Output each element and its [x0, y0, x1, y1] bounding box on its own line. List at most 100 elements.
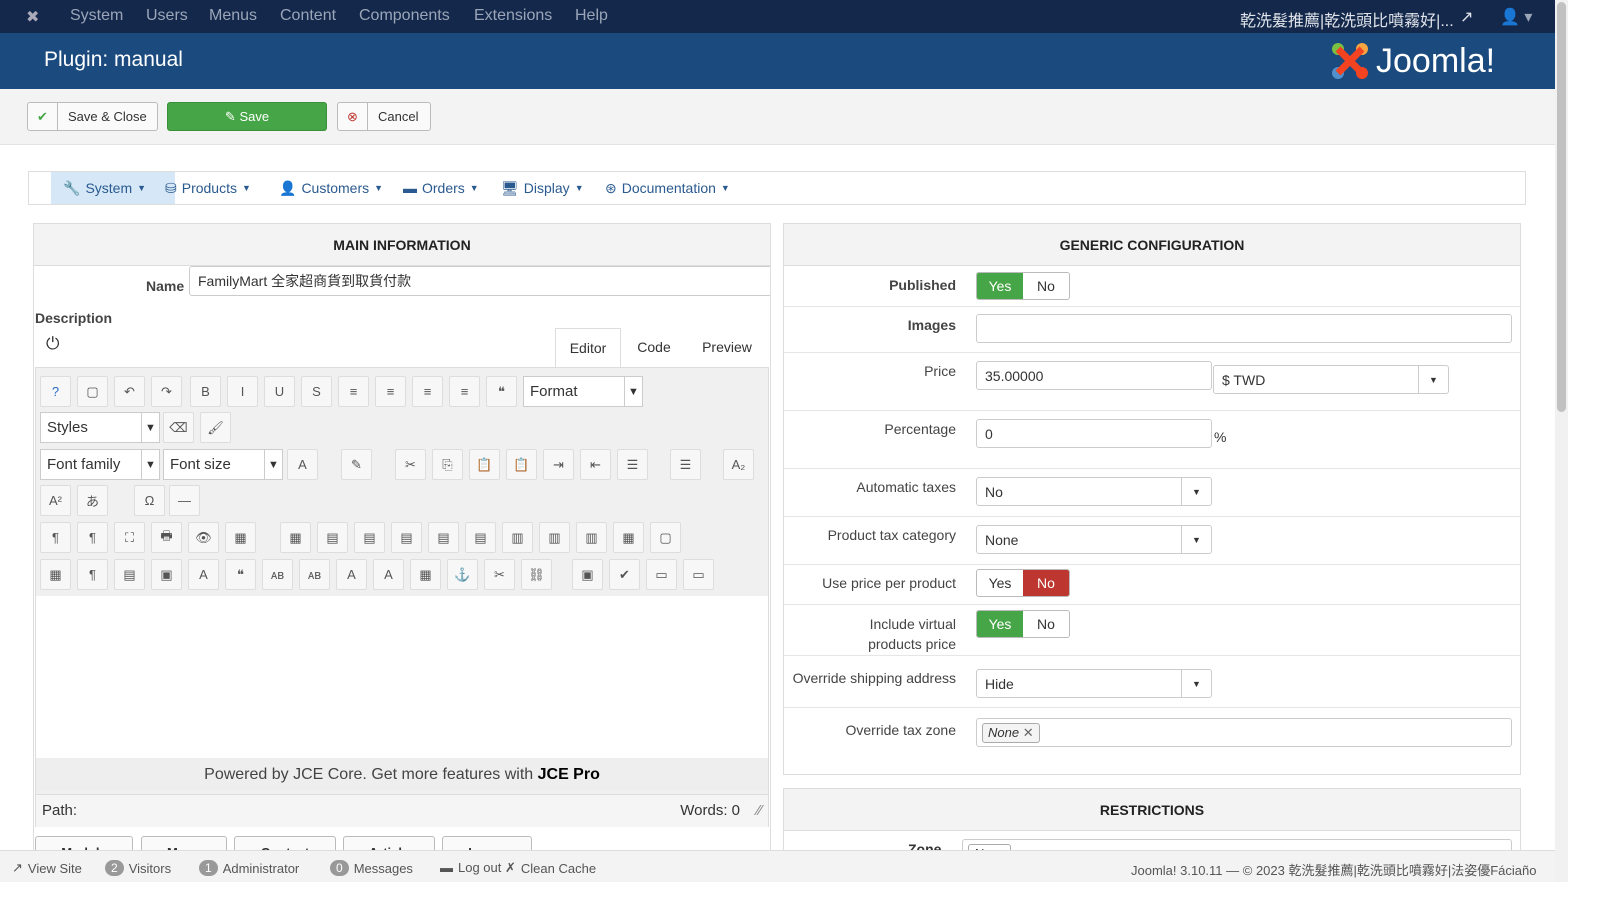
administrator-link[interactable]: 1 Administrator	[199, 860, 299, 876]
cell-props-icon[interactable]: ▤	[354, 522, 385, 553]
site-link[interactable]: 乾洗髮推薦|乾洗頭比噴霧好|...	[1240, 13, 1454, 30]
percentage-input[interactable]	[976, 419, 1212, 448]
power-toggle-icon[interactable]: ⏻	[46, 334, 60, 353]
ltr-icon[interactable]: ¶	[40, 522, 71, 553]
outdent-icon[interactable]: ⇤	[580, 449, 611, 480]
subnav-customers[interactable]: 👤 Customers ▼	[279, 179, 384, 197]
currency-select[interactable]: $ TWD ▼	[1213, 365, 1449, 394]
superscript-icon[interactable]: A²	[40, 485, 71, 516]
visitors-link[interactable]: 2 Visitors	[105, 860, 171, 876]
text-case-icon[interactable]: A	[373, 559, 404, 590]
bold-icon[interactable]: B	[190, 376, 221, 407]
menu-help[interactable]: Help	[575, 7, 608, 24]
paste-icon[interactable]: 📋	[469, 449, 500, 480]
split-cells-icon[interactable]: ▦	[613, 522, 644, 553]
copy-icon[interactable]: ⎘	[432, 449, 463, 480]
override-tax-zone-input[interactable]: None ✕	[976, 718, 1512, 747]
redo-icon[interactable]: ↷	[151, 376, 182, 407]
menu-system[interactable]: System	[70, 7, 124, 24]
delete-col-icon[interactable]: ▥	[576, 522, 607, 553]
align-center-icon[interactable]: ≡	[375, 376, 406, 407]
tab-code[interactable]: Code	[637, 339, 671, 355]
messages-link[interactable]: 0 Messages	[330, 860, 413, 876]
insert-col-before-icon[interactable]: ▥	[502, 522, 533, 553]
align-right-icon[interactable]: ≡	[449, 376, 480, 407]
save-close-button[interactable]: ✔ Save & Close	[27, 102, 158, 131]
blockquote-icon[interactable]: ❝	[486, 376, 517, 407]
italic-icon[interactable]: I	[227, 376, 258, 407]
editor-content-area[interactable]	[36, 596, 768, 758]
link-icon[interactable]: ⛓	[521, 559, 552, 590]
user-menu-icon[interactable]: 👤 ▾	[1500, 9, 1533, 26]
template-icon[interactable]: ▤	[114, 559, 145, 590]
strike-text-icon[interactable]: A	[336, 559, 367, 590]
visual-aid-icon[interactable]: ▦	[40, 559, 71, 590]
subnav-documentation[interactable]: ⊛ Documentation ▼	[605, 179, 730, 197]
resize-handle[interactable]: ⁄⁄	[756, 802, 762, 819]
subscript-icon[interactable]: A₂	[723, 449, 754, 480]
search-icon[interactable]: 👁	[188, 522, 219, 553]
tax-category-select[interactable]: None ▼	[976, 525, 1212, 554]
insert-row-before-icon[interactable]: ▤	[391, 522, 422, 553]
subnav-orders[interactable]: ▬ Orders ▼	[403, 180, 479, 196]
image-manager-icon[interactable]: ▣	[572, 559, 603, 590]
merge-cells-icon[interactable]: ▢	[650, 522, 681, 553]
anchor-icon[interactable]: ⚓	[447, 559, 478, 590]
tab-preview[interactable]: Preview	[702, 339, 752, 355]
images-input[interactable]	[976, 314, 1512, 343]
row-props-icon[interactable]: ▤	[317, 522, 348, 553]
undo-icon[interactable]: ↶	[114, 376, 145, 407]
strikethrough-icon[interactable]: S	[301, 376, 332, 407]
help-icon[interactable]: ?	[40, 376, 71, 407]
menu-components[interactable]: Components	[359, 7, 450, 24]
delete-table-icon[interactable]: ▦	[280, 522, 311, 553]
format-painter-icon[interactable]: 🖌	[200, 412, 231, 443]
font-family-select[interactable]: Font family ▼	[40, 449, 160, 480]
subnav-products[interactable]: ⛁ Products ▼	[165, 179, 251, 197]
cancel-button[interactable]: ⊗ Cancel	[337, 102, 431, 131]
indent-icon[interactable]: ⇥	[543, 449, 574, 480]
media-icon[interactable]: ▦	[410, 559, 441, 590]
paste-text-icon[interactable]: 📋	[506, 449, 537, 480]
unlink-icon[interactable]: ✂	[484, 559, 515, 590]
fullscreen-icon[interactable]: ⛶	[114, 522, 145, 553]
include-virtual-toggle[interactable]: Yes No	[976, 610, 1070, 638]
delete-row-icon[interactable]: ▤	[465, 522, 496, 553]
horizontal-rule-icon[interactable]: —	[169, 485, 200, 516]
highlight-icon[interactable]: ✎	[341, 449, 372, 480]
menu-extensions[interactable]: Extensions	[474, 7, 553, 24]
published-toggle[interactable]: Yes No	[976, 272, 1070, 300]
eraser-icon[interactable]: ⌫	[163, 412, 194, 443]
subnav-system[interactable]: 🔧 System ▼	[51, 172, 175, 204]
abbr-icon[interactable]: ᴀʙ	[262, 559, 293, 590]
insert-col-after-icon[interactable]: ▥	[539, 522, 570, 553]
price-per-product-toggle[interactable]: Yes No	[976, 569, 1070, 597]
language-icon[interactable]: あ	[77, 485, 108, 516]
insert-row-after-icon[interactable]: ▤	[428, 522, 459, 553]
clean-cache-link[interactable]: ✗ Clean Cache	[505, 860, 597, 876]
rtl-icon[interactable]: ¶	[77, 522, 108, 553]
unordered-list-icon[interactable]: ☰	[670, 449, 701, 480]
image-icon[interactable]: ▣	[151, 559, 182, 590]
show-blocks-icon[interactable]: ¶	[77, 559, 108, 590]
view-site-link[interactable]: ↗ View Site	[12, 860, 82, 876]
logout-link[interactable]: ▬ Log out	[440, 860, 502, 875]
table-icon[interactable]: ▦	[225, 522, 256, 553]
save-button[interactable]: ✎ Save	[167, 102, 327, 131]
print-icon[interactable]: 🖶	[151, 522, 182, 553]
style-icon[interactable]: A	[188, 559, 219, 590]
tab-editor[interactable]: Editor	[555, 328, 621, 367]
text-color-icon[interactable]: A	[287, 449, 318, 480]
align-justify-icon[interactable]: ≡	[338, 376, 369, 407]
joomla-menu-icon[interactable]: ✖	[26, 9, 40, 26]
remove-tag-icon[interactable]: ✕	[1022, 724, 1034, 740]
preview-icon[interactable]: ▭	[683, 559, 714, 590]
menu-menus[interactable]: Menus	[209, 7, 258, 24]
spellcheck-icon[interactable]: ✔	[609, 559, 640, 590]
cut-icon[interactable]: ✂	[395, 449, 426, 480]
price-input[interactable]	[976, 361, 1212, 390]
underline-icon[interactable]: U	[264, 376, 295, 407]
styles-select[interactable]: Styles ▼	[40, 412, 160, 443]
page-scrollbar[interactable]	[1555, 0, 1568, 882]
special-char-icon[interactable]: Ω	[134, 485, 165, 516]
